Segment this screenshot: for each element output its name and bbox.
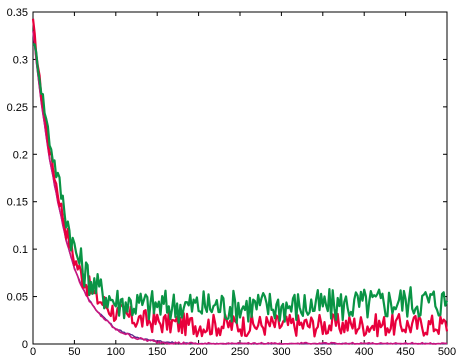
y-tick-label: 0 [22,339,28,351]
y-tick-label: 0.05 [7,292,28,304]
y-tick-label: 0.15 [7,197,28,209]
x-tick-label: 0 [30,346,36,355]
x-tick-label: 50 [68,346,80,355]
x-tick-label: 100 [107,346,125,355]
y-tick-label: 0.2 [13,149,28,161]
y-tick-label: 0.35 [7,7,28,19]
x-tick-label: 300 [272,346,290,355]
y-tick-label: 0.3 [13,54,28,66]
x-tick-label: 500 [438,346,456,355]
series-line-3 [32,30,448,345]
series-line-0 [31,18,449,338]
x-tick-label: 350 [314,346,332,355]
series-line-2 [32,31,448,345]
x-tick-label: 400 [355,346,373,355]
y-tick-label: 0.1 [13,244,28,256]
y-tick-label: 0.25 [7,102,28,114]
x-tick-label: 450 [396,346,414,355]
x-tick-label: 200 [189,346,207,355]
plot-frame [32,11,448,345]
x-tick-label: 150 [148,346,166,355]
series-line-1 [33,43,449,325]
x-tick-label: 250 [231,346,249,355]
